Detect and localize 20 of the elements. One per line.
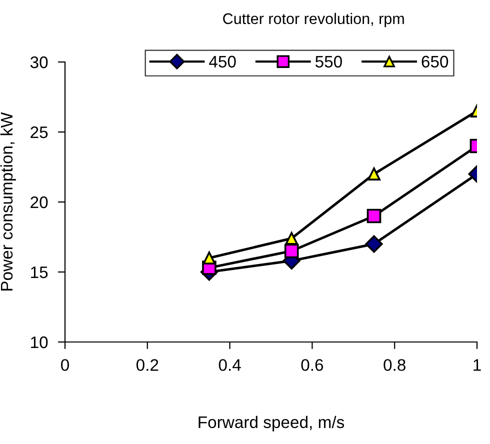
legend-label: 650 — [422, 56, 448, 68]
x-tick-label: 0.8 — [384, 359, 406, 371]
x-tick-label: 0 — [61, 359, 69, 371]
point — [202, 252, 216, 264]
x-tick-label: 0.2 — [136, 359, 158, 371]
y-tick-label: 20 — [30, 196, 48, 208]
point — [284, 244, 299, 258]
x-tick-label: 1 — [474, 359, 481, 371]
x-tick-label: 0.6 — [301, 359, 324, 371]
x-axis-title: Forward speed, m/s — [198, 416, 344, 432]
y-axis-title: Power consumption, kW — [0, 112, 16, 290]
y-tick-label: 15 — [31, 266, 48, 278]
x-tick-label: 0.4 — [218, 359, 241, 371]
legend-label: 550 — [315, 56, 342, 68]
legend-title: Cutter rotor revolution, rpm — [223, 12, 404, 28]
y-tick-label: 25 — [30, 126, 48, 138]
point — [285, 232, 298, 245]
legend-label: 450 — [209, 56, 236, 68]
y-tick-label: 30 — [30, 56, 48, 68]
y-tick-label: 10 — [31, 336, 48, 348]
